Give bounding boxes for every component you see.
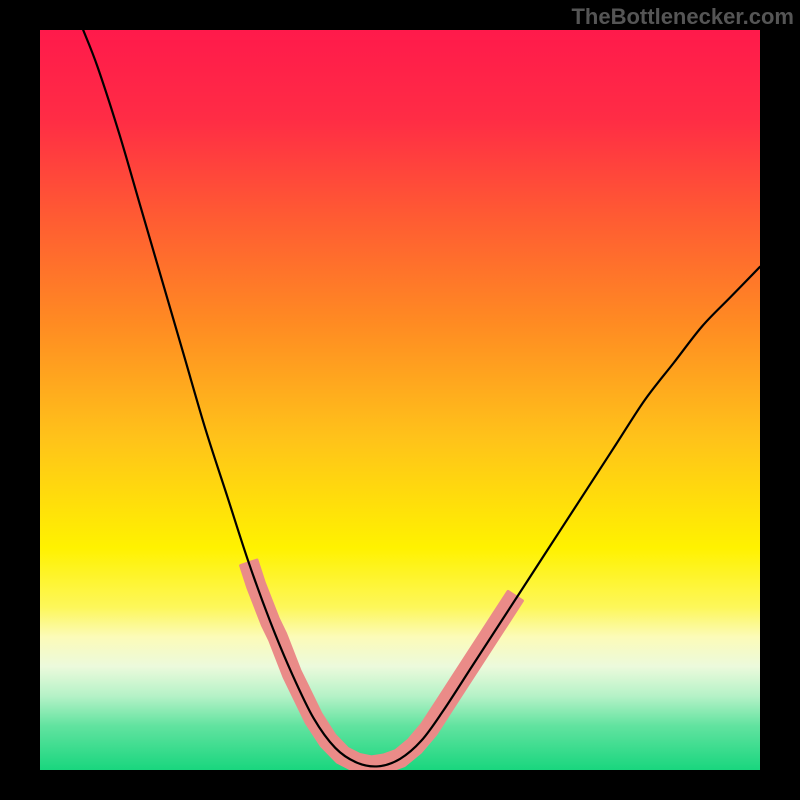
plot-background — [40, 30, 760, 770]
chart-svg — [0, 0, 800, 800]
watermark-text: TheBottlenecker.com — [571, 4, 794, 30]
chart-root: TheBottlenecker.com — [0, 0, 800, 800]
